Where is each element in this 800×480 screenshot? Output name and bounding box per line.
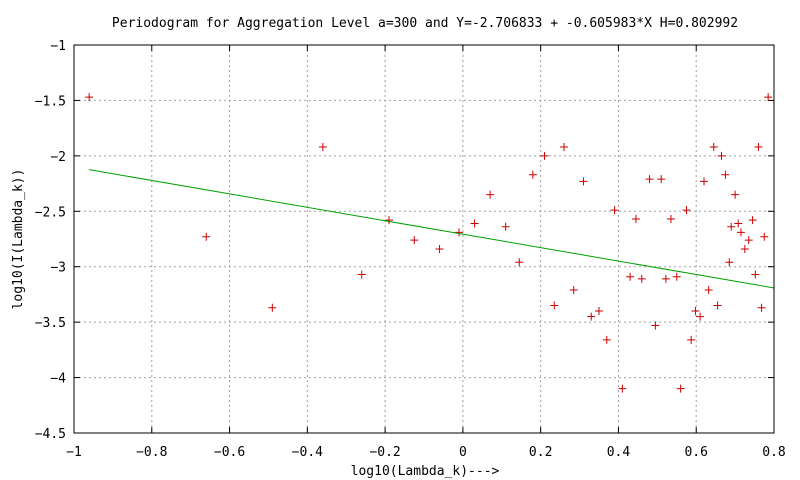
data-series [85,93,775,393]
data-point [626,272,635,281]
data-point [410,236,419,245]
data-point [672,272,681,281]
y-axis-tick-labels: −4.5 −4 −3.5 −3 −2.5 −2 −1.5 −1 [35,39,66,442]
data-point [357,270,366,279]
x-tick-label: 0 [459,445,467,460]
data-point [631,215,640,224]
y-tick-label: −4.5 [35,427,66,442]
data-point [754,142,763,151]
data-point [515,258,524,267]
data-point [202,232,211,241]
data-point [700,177,708,186]
data-point [713,301,722,310]
data-point [717,151,726,160]
data-point [560,142,568,151]
x-tick-label: 0.8 [762,445,785,460]
data-point [657,175,666,184]
data-point [764,93,773,102]
x-tick-label: −0.8 [136,445,167,460]
data-point [540,151,549,160]
data-point [734,219,743,228]
data-point [727,222,736,231]
y-tick-label: −2 [50,150,66,165]
axis-ticks [73,44,775,434]
data-point [470,219,479,228]
data-point [85,93,94,102]
data-point [661,274,670,283]
data-point [736,228,745,237]
data-point [666,215,675,224]
data-point [676,384,685,393]
data-point [455,228,463,237]
data-point [751,270,760,279]
data-point [595,307,603,316]
chart-title: Periodogram for Aggregation Level a=300 … [112,16,738,31]
data-point [385,216,393,225]
data-point [610,206,619,215]
data-point [682,206,691,215]
x-tick-label: 0.4 [607,445,631,460]
data-point [486,190,495,199]
data-point [691,307,700,316]
data-point [731,190,740,199]
grid-lines [74,45,774,433]
data-point [645,175,654,184]
data-point [618,384,627,393]
x-axis-tick-labels: −1 −0.8 −0.6 −0.4 −0.2 0 0.2 0.4 0.6 0.8 [66,445,786,460]
data-point [602,335,611,344]
data-point [569,285,578,294]
x-tick-label: −0.6 [214,445,245,460]
data-point [637,274,646,283]
data-point [704,285,713,294]
y-tick-label: −4 [50,372,66,387]
data-point [579,177,588,186]
x-tick-label: 0.2 [529,445,552,460]
data-point [268,303,277,312]
data-point [587,312,596,321]
y-tick-label: −1.5 [35,94,66,109]
data-point [435,244,444,253]
data-point [687,335,696,344]
data-point [757,303,766,312]
regression-line [89,169,775,289]
data-point [744,236,753,245]
data-point [760,232,769,241]
data-point [318,142,327,151]
y-tick-label: −3.5 [35,316,66,331]
data-point [709,142,718,151]
data-point [651,321,660,330]
x-tick-label: 0.6 [684,445,707,460]
data-point [696,312,705,321]
x-axis-label: log10(Lambda_k)---> [351,464,500,479]
data-point [528,170,537,179]
x-tick-label: −0.2 [369,445,400,460]
y-tick-label: −1 [50,39,66,54]
y-tick-label: −3 [50,261,66,276]
plot-frame [73,44,775,434]
x-tick-label: −1 [66,445,82,460]
x-tick-label: −0.4 [292,445,323,460]
y-tick-label: −2.5 [35,205,66,220]
data-point [550,301,559,310]
data-point [748,216,757,225]
y-axis-label: log10(I(Lambda_k)) [11,169,26,310]
data-point [721,170,730,179]
data-point [740,244,749,253]
data-point [501,222,510,231]
data-point [725,258,734,267]
